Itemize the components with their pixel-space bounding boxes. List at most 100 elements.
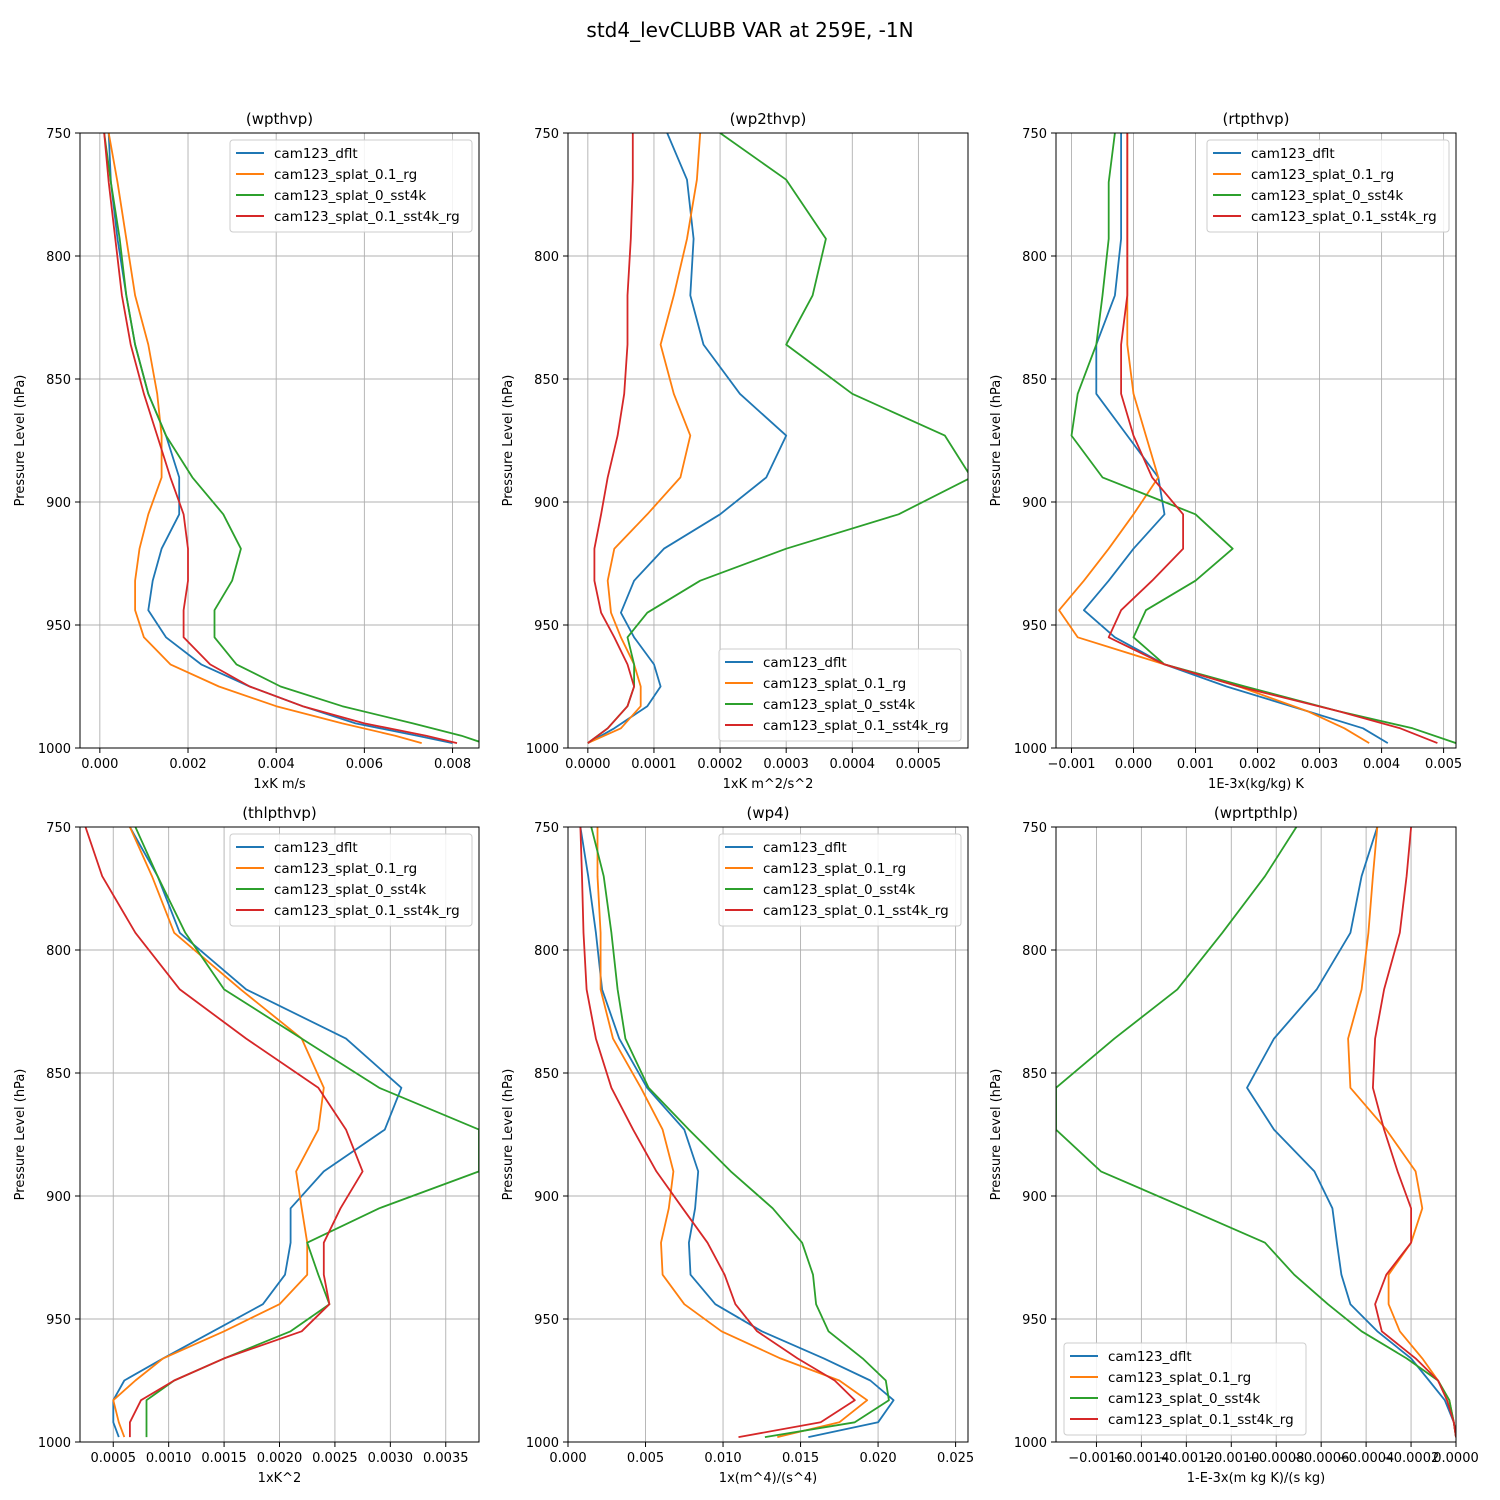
panel-title: (rtpthvp) bbox=[1222, 110, 1289, 128]
legend-entry: cam123_splat_0.1_sst4k_rg bbox=[1108, 1412, 1294, 1428]
x-axis-label: 1xK m^2/s^2 bbox=[723, 777, 814, 792]
legend-entry: cam123_splat_0_sst4k bbox=[1251, 188, 1403, 204]
legend-entry: cam123_dflt bbox=[274, 146, 358, 162]
x-axis-label: 1xK m/s bbox=[253, 777, 306, 792]
legend-entry: cam123_splat_0.1_rg bbox=[1108, 1370, 1251, 1386]
series-line-cam123_splat_0.1_sst4k_rg bbox=[587, 133, 635, 744]
x-tick-label: 0.0002 bbox=[697, 757, 743, 772]
legend-entry: cam123_dflt bbox=[1108, 1349, 1192, 1365]
y-tick-label: 850 bbox=[46, 373, 71, 388]
y-tick-label: 1000 bbox=[526, 1436, 559, 1451]
x-tick-label: 0.0000 bbox=[1433, 1451, 1479, 1466]
y-axis-label: Pressure Level (hPa) bbox=[989, 375, 1004, 507]
legend-entry: cam123_splat_0.1_rg bbox=[274, 861, 417, 877]
x-tick-label: 0.0005 bbox=[91, 1451, 137, 1466]
y-tick-label: 850 bbox=[1022, 373, 1047, 388]
x-tick-label: 0.005 bbox=[627, 1451, 664, 1466]
legend-entry: cam123_splat_0.1_rg bbox=[1251, 167, 1394, 183]
y-tick-label: 1000 bbox=[1014, 1436, 1047, 1451]
y-tick-label: 750 bbox=[534, 127, 559, 142]
series-line-cam123_dflt bbox=[112, 827, 403, 1438]
series-line-cam123_splat_0.1_rg bbox=[587, 133, 702, 744]
x-tick-label: −0.0010 bbox=[1203, 1451, 1259, 1466]
panel-wpthvp: 0.000 0.002 0.004 0.006 0.008 750 800 850 900 950… bbox=[13, 110, 480, 792]
x-tick-label: −0.001 bbox=[1047, 757, 1095, 772]
legend-entry: cam123_splat_0.1_sst4k_rg bbox=[1251, 209, 1437, 225]
x-tick-label: 0.015 bbox=[782, 1451, 819, 1466]
legend: cam123_dflt cam123_splat_0.1_rg cam123_spl… bbox=[229, 833, 473, 927]
series-line-cam123_splat_0.1_sst4k_rg bbox=[1107, 133, 1438, 744]
x-axis-label: 1x(m^4)/(s^4) bbox=[719, 1471, 817, 1486]
panel-title: (wp2thvp) bbox=[730, 110, 807, 128]
y-tick-label: 950 bbox=[46, 1313, 71, 1328]
panel-wprtpthlp: −0.0016−0.0014−0.0012−0.0010−0.0008−0.00… bbox=[989, 804, 1479, 1486]
figure-title: std4_levCLUBB VAR at 259E, -1N bbox=[586, 18, 913, 42]
x-axis-label: 1-E-3x(m kg K)/(s kg) bbox=[1187, 1471, 1325, 1486]
x-tick-label: 0.0004 bbox=[830, 757, 876, 772]
legend: cam123_dflt cam123_splat_0.1_rg cam123_spl… bbox=[229, 139, 473, 233]
panel-title: (thlpthvp) bbox=[242, 804, 317, 822]
legend-entry: cam123_splat_0_sst4k bbox=[763, 882, 915, 898]
x-tick-label: 0.008 bbox=[434, 757, 471, 772]
y-tick-label: 950 bbox=[46, 619, 71, 634]
legend-box bbox=[229, 139, 473, 233]
y-tick-label: 1000 bbox=[38, 1436, 71, 1451]
x-tick-label: 0.0035 bbox=[423, 1451, 469, 1466]
panel-title: (wpthvp) bbox=[246, 110, 313, 128]
x-tick-label: −0.0006 bbox=[1293, 1451, 1349, 1466]
x-tick-label: 0.0000 bbox=[565, 757, 611, 772]
legend-entry: cam123_splat_0_sst4k bbox=[1108, 1391, 1260, 1407]
series-line-cam123_splat_0.1_sst4k_rg bbox=[579, 827, 856, 1438]
x-axis-label: 1E-3x(kg/kg) K bbox=[1208, 777, 1304, 792]
x-tick-label: 0.003 bbox=[1301, 757, 1338, 772]
legend-entry: cam123_dflt bbox=[763, 840, 847, 856]
y-tick-label: 950 bbox=[534, 619, 559, 634]
legend-entry: cam123_splat_0_sst4k bbox=[274, 188, 426, 204]
x-tick-label: 0.0020 bbox=[257, 1451, 303, 1466]
y-tick-label: 900 bbox=[1022, 496, 1047, 511]
y-tick-label: 900 bbox=[534, 1190, 559, 1205]
axes-frame bbox=[1055, 826, 1457, 1443]
y-tick-label: 900 bbox=[534, 496, 559, 511]
y-tick-label: 950 bbox=[1022, 619, 1047, 634]
y-tick-label: 850 bbox=[46, 1067, 71, 1082]
legend: cam123_dflt cam123_splat_0.1_rg cam123_spl… bbox=[718, 648, 962, 742]
series-line-cam123_splat_0_sst4k bbox=[590, 827, 890, 1438]
y-tick-label: 750 bbox=[46, 821, 71, 836]
legend-entry: cam123_splat_0.1_sst4k_rg bbox=[763, 903, 949, 919]
panel-rtpthvp: −0.001 0.000 0.001 0.002 0.003 0.004 0.005 750 8… bbox=[989, 110, 1462, 792]
series-line-cam123_dflt bbox=[587, 133, 788, 744]
y-tick-label: 1000 bbox=[1014, 742, 1047, 757]
x-tick-label: 0.0003 bbox=[763, 757, 809, 772]
x-tick-label: 0.002 bbox=[1239, 757, 1276, 772]
series-line-cam123_splat_0.1_rg bbox=[596, 827, 869, 1438]
x-tick-label: 0.0010 bbox=[146, 1451, 192, 1466]
y-axis-label: Pressure Level (hPa) bbox=[13, 1069, 28, 1201]
axes-frame bbox=[79, 132, 480, 749]
x-tick-label: 0.0001 bbox=[631, 757, 677, 772]
series-line-cam123_splat_0.1_rg bbox=[112, 827, 325, 1438]
series-line-cam123_splat_0.1_sst4k_rg bbox=[84, 827, 364, 1438]
y-tick-label: 950 bbox=[534, 1313, 559, 1328]
legend: cam123_dflt cam123_splat_0.1_rg cam123_spl… bbox=[718, 833, 962, 927]
x-tick-label: 0.025 bbox=[937, 1451, 974, 1466]
series-line-cam123_dflt bbox=[1083, 133, 1389, 744]
axes-frame bbox=[1055, 132, 1457, 749]
x-tick-label: 0.000 bbox=[81, 757, 118, 772]
y-tick-label: 750 bbox=[46, 127, 71, 142]
y-tick-label: 750 bbox=[1022, 127, 1047, 142]
y-tick-label: 850 bbox=[534, 373, 559, 388]
legend-entry: cam123_dflt bbox=[1251, 146, 1335, 162]
series-line-cam123_splat_0_sst4k bbox=[103, 133, 479, 743]
x-tick-label: 0.000 bbox=[549, 1451, 586, 1466]
x-tick-label: 0.0025 bbox=[312, 1451, 358, 1466]
legend-box bbox=[718, 648, 962, 742]
series-line-cam123_splat_0.1_sst4k_rg bbox=[1372, 827, 1456, 1438]
x-tick-label: 0.002 bbox=[169, 757, 206, 772]
x-tick-label: 0.020 bbox=[859, 1451, 896, 1466]
x-tick-label: −0.0014 bbox=[1113, 1451, 1169, 1466]
series-line-cam123_splat_0.1_rg bbox=[107, 133, 422, 744]
axes-frame bbox=[567, 132, 969, 749]
series-line-cam123_splat_0.1_sst4k_rg bbox=[103, 133, 458, 744]
panel-wp2thvp: 0.0000 0.0001 0.0002 0.0003 0.0004 0.0005 750 8… bbox=[501, 110, 969, 792]
